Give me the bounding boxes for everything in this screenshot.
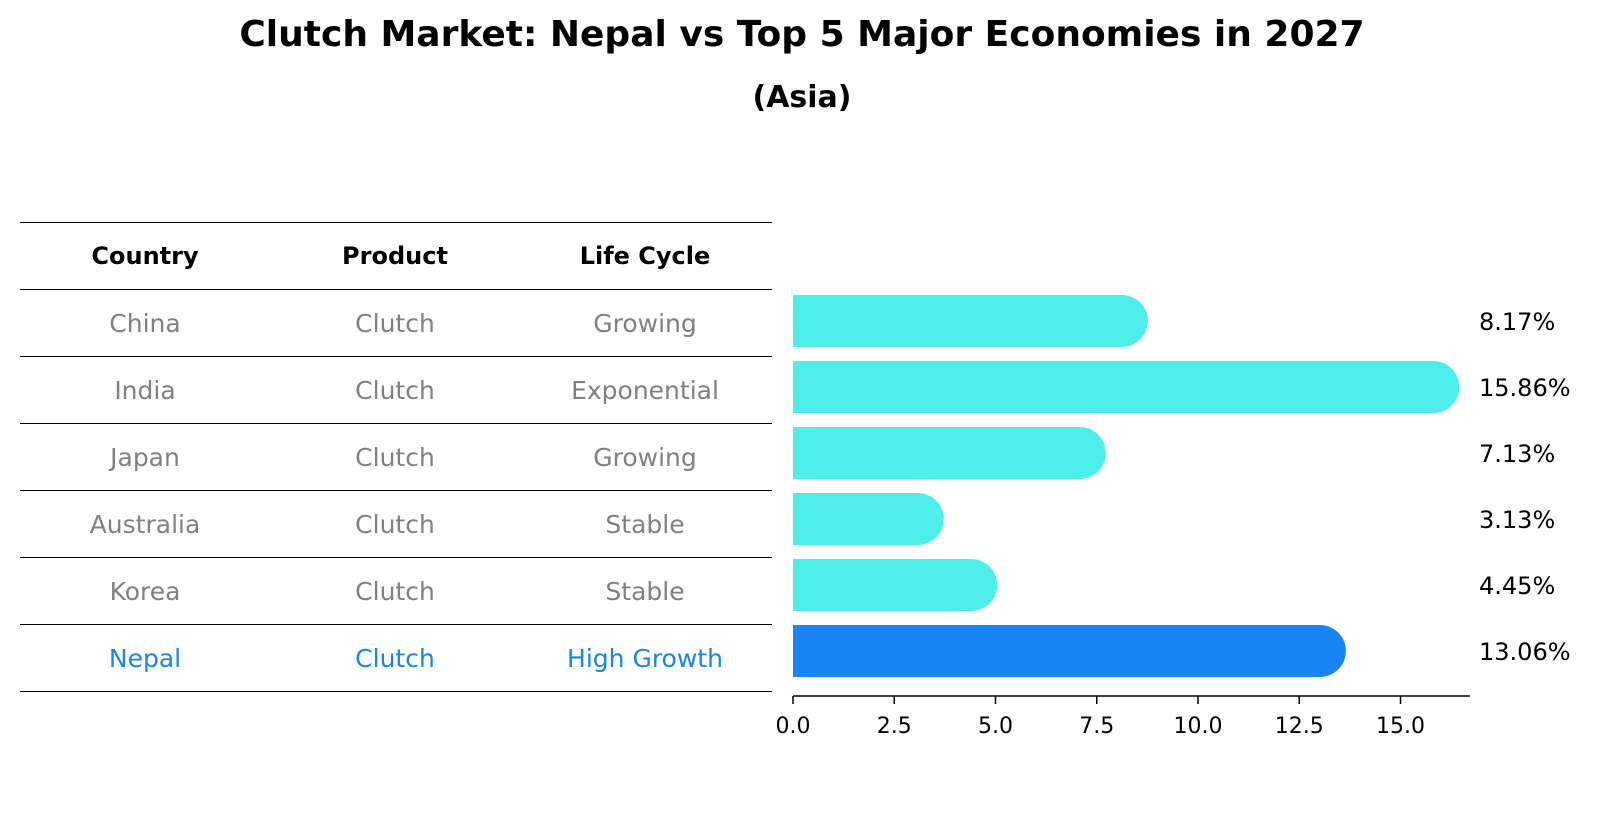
bar-cap-korea bbox=[945, 559, 998, 611]
x-tick-label: 15.0 bbox=[1376, 714, 1425, 739]
header-product: Product bbox=[342, 242, 448, 270]
x-tick-label: 7.5 bbox=[1079, 714, 1114, 739]
chart-subtitle: (Asia) bbox=[752, 80, 852, 115]
product-cell: Clutch bbox=[355, 509, 435, 539]
country-cell: Japan bbox=[110, 442, 180, 472]
bar-cap-nepal bbox=[1293, 625, 1346, 677]
table-row: Australia Clutch Stable bbox=[20, 490, 772, 557]
bar-cap-australia bbox=[891, 493, 944, 545]
life-cycle-cell: High Growth bbox=[567, 643, 723, 673]
product-cell: Clutch bbox=[355, 576, 435, 606]
life-cycle-cell: Growing bbox=[593, 442, 697, 472]
data-label: 13.06% bbox=[1479, 638, 1571, 666]
data-label: 8.17% bbox=[1479, 308, 1555, 336]
product-cell: Clutch bbox=[355, 442, 435, 472]
life-cycle-cell: Stable bbox=[605, 509, 685, 539]
comparison-table: Country Product Life Cycle China Clutch … bbox=[20, 222, 772, 692]
bar-nepal bbox=[793, 625, 1320, 677]
bar-china bbox=[793, 295, 1122, 347]
life-cycle-cell: Stable bbox=[605, 576, 685, 606]
product-cell: Clutch bbox=[355, 308, 435, 338]
table-row-highlighted: Nepal Clutch High Growth bbox=[20, 624, 772, 692]
bar-japan bbox=[793, 427, 1080, 479]
country-cell: China bbox=[109, 308, 181, 338]
data-label: 3.13% bbox=[1479, 506, 1555, 534]
header-life-cycle: Life Cycle bbox=[579, 242, 711, 270]
x-tick-label: 0.0 bbox=[776, 714, 811, 739]
table-header-row: Country Product Life Cycle bbox=[20, 222, 772, 289]
chart-title: Clutch Market: Nepal vs Top 5 Major Econ… bbox=[239, 14, 1365, 55]
country-cell: Australia bbox=[89, 509, 201, 539]
bar-cap-china bbox=[1095, 295, 1148, 347]
country-cell: Nepal bbox=[108, 643, 182, 673]
header-country: Country bbox=[91, 242, 199, 270]
country-cell: India bbox=[114, 375, 176, 405]
country-cell: Korea bbox=[109, 576, 181, 606]
x-tick-label: 5.0 bbox=[978, 714, 1013, 739]
x-tick-label: 10.0 bbox=[1174, 714, 1223, 739]
data-label: 7.13% bbox=[1479, 440, 1555, 468]
life-cycle-cell: Growing bbox=[593, 308, 697, 338]
bar-india bbox=[793, 361, 1434, 413]
bar-cap-india bbox=[1407, 361, 1460, 413]
data-label: 15.86% bbox=[1479, 374, 1571, 402]
product-cell: Clutch bbox=[355, 375, 435, 405]
data-label: 4.45% bbox=[1479, 572, 1555, 600]
product-cell: Clutch bbox=[355, 643, 435, 673]
table-row: Korea Clutch Stable bbox=[20, 557, 772, 624]
table-row: China Clutch Growing bbox=[20, 289, 772, 356]
bar-cap-japan bbox=[1053, 427, 1106, 479]
x-tick-label: 2.5 bbox=[877, 714, 912, 739]
bar-korea bbox=[793, 559, 972, 611]
x-tick-label: 12.5 bbox=[1275, 714, 1324, 739]
table-row: Japan Clutch Growing bbox=[20, 423, 772, 490]
table-row: India Clutch Exponential bbox=[20, 356, 772, 423]
life-cycle-cell: Exponential bbox=[571, 375, 719, 405]
